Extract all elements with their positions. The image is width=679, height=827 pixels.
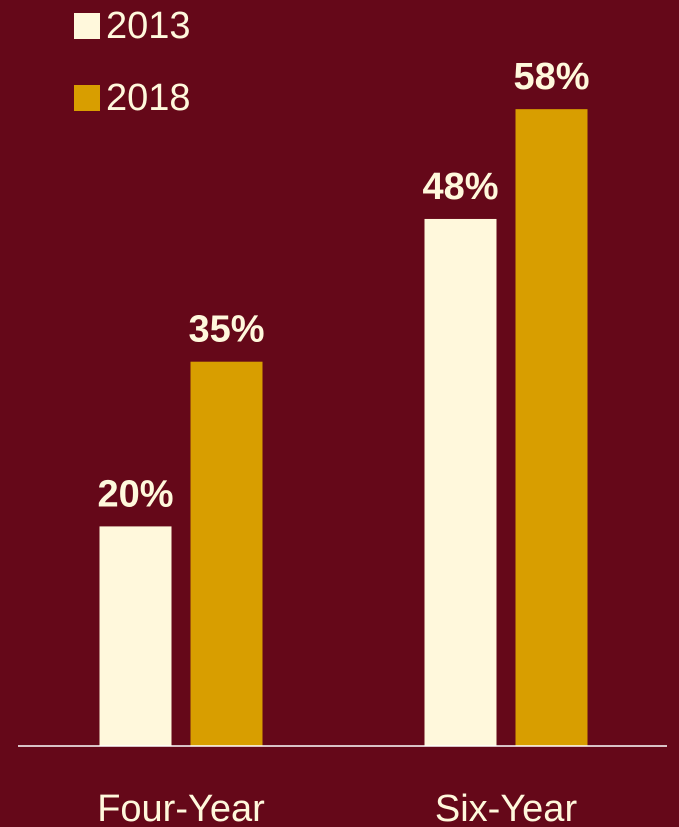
legend-label-2013: 2013 xyxy=(106,5,191,47)
legend-item-2013: 2013 xyxy=(74,6,191,46)
x-tick-label-six-year: Six-Year xyxy=(435,788,578,827)
legend: 2013 2018 xyxy=(74,6,191,150)
bar-four-year-2018 xyxy=(190,361,263,746)
bar-six-year-2013 xyxy=(424,218,497,746)
data-label-four-year-2013: 20% xyxy=(97,473,173,515)
data-label-six-year-2018: 58% xyxy=(513,56,589,98)
legend-item-2018: 2018 xyxy=(74,78,191,118)
bar-four-year-2013 xyxy=(99,526,172,746)
value-labels-group: 20% 35% 48% 58% xyxy=(97,56,589,515)
data-label-six-year-2013: 48% xyxy=(422,166,498,208)
x-tick-label-four-year: Four-Year xyxy=(97,788,265,827)
bar-six-year-2018 xyxy=(515,109,588,746)
bars-group xyxy=(99,109,588,746)
data-label-four-year-2018: 35% xyxy=(188,309,264,351)
legend-label-2018: 2018 xyxy=(106,77,191,119)
legend-swatch-2018 xyxy=(74,85,100,111)
legend-swatch-2013 xyxy=(74,13,100,39)
x-tick-labels: Four-Year Six-Year xyxy=(97,788,577,827)
